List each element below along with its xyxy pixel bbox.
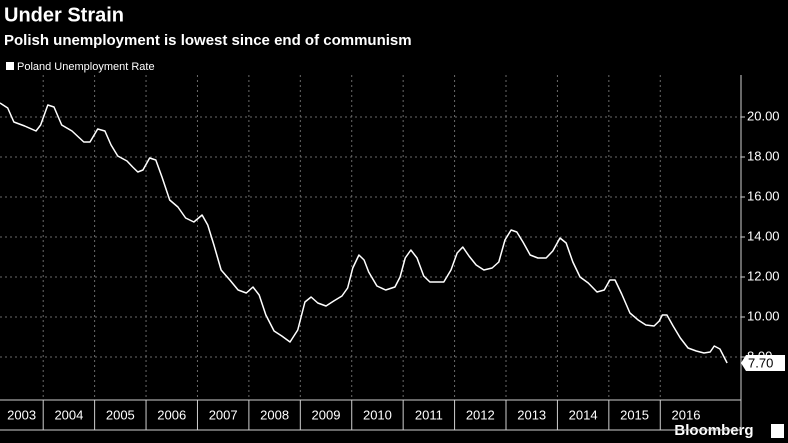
x-tick-label: 2006 (157, 407, 186, 422)
y-tick-label: 16.00 (747, 188, 780, 203)
x-tick-label: 2008 (260, 407, 289, 422)
legend-swatch (6, 62, 14, 70)
x-tick-label: 2012 (466, 407, 495, 422)
x-tick-label: 2004 (54, 407, 83, 422)
x-tick-label: 2013 (517, 407, 546, 422)
data-line (0, 102, 728, 364)
x-tick-label: 2010 (363, 407, 392, 422)
chart-title: Under Strain (4, 4, 124, 26)
y-tick-label: 14.00 (747, 228, 780, 243)
x-tick-label: 2011 (415, 407, 443, 422)
x-tick-label: 2005 (106, 407, 135, 422)
legend-label: Poland Unemployment Rate (17, 61, 155, 73)
x-tick-label: 2014 (569, 407, 598, 422)
y-tick-label: 12.00 (747, 268, 780, 283)
last-value-box (741, 355, 785, 371)
x-tick-label: 2016 (672, 407, 701, 422)
chart-subtitle: Polish unemployment is lowest since end … (4, 32, 412, 49)
y-tick-label: 10.00 (747, 308, 780, 323)
y-tick-label: 18.00 (747, 148, 780, 163)
y-tick-label: 20.00 (747, 108, 780, 123)
x-tick-label: 2007 (209, 407, 238, 422)
x-tick-label: 2015 (620, 407, 649, 422)
x-tick-label: 2009 (312, 407, 341, 422)
x-tick-label: 2003 (7, 407, 36, 422)
logo-icon (771, 424, 784, 438)
last-value-label: 7.70 (748, 355, 773, 370)
